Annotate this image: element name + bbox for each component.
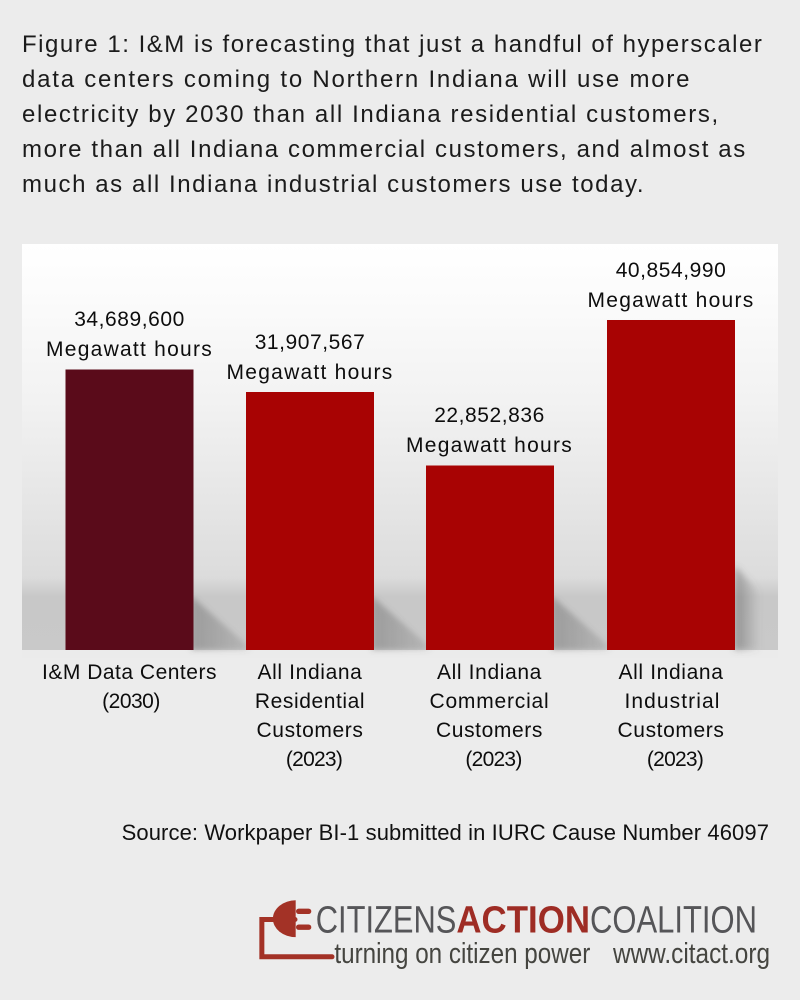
svg-text:turning on citizen power: turning on citizen power [334,938,590,970]
svg-text:COALITION: COALITION [590,899,757,941]
svg-text:ACTION: ACTION [456,899,590,941]
svg-text:CITIZENS: CITIZENS [316,899,457,941]
svg-text:www.citact.org: www.citact.org [612,938,770,970]
